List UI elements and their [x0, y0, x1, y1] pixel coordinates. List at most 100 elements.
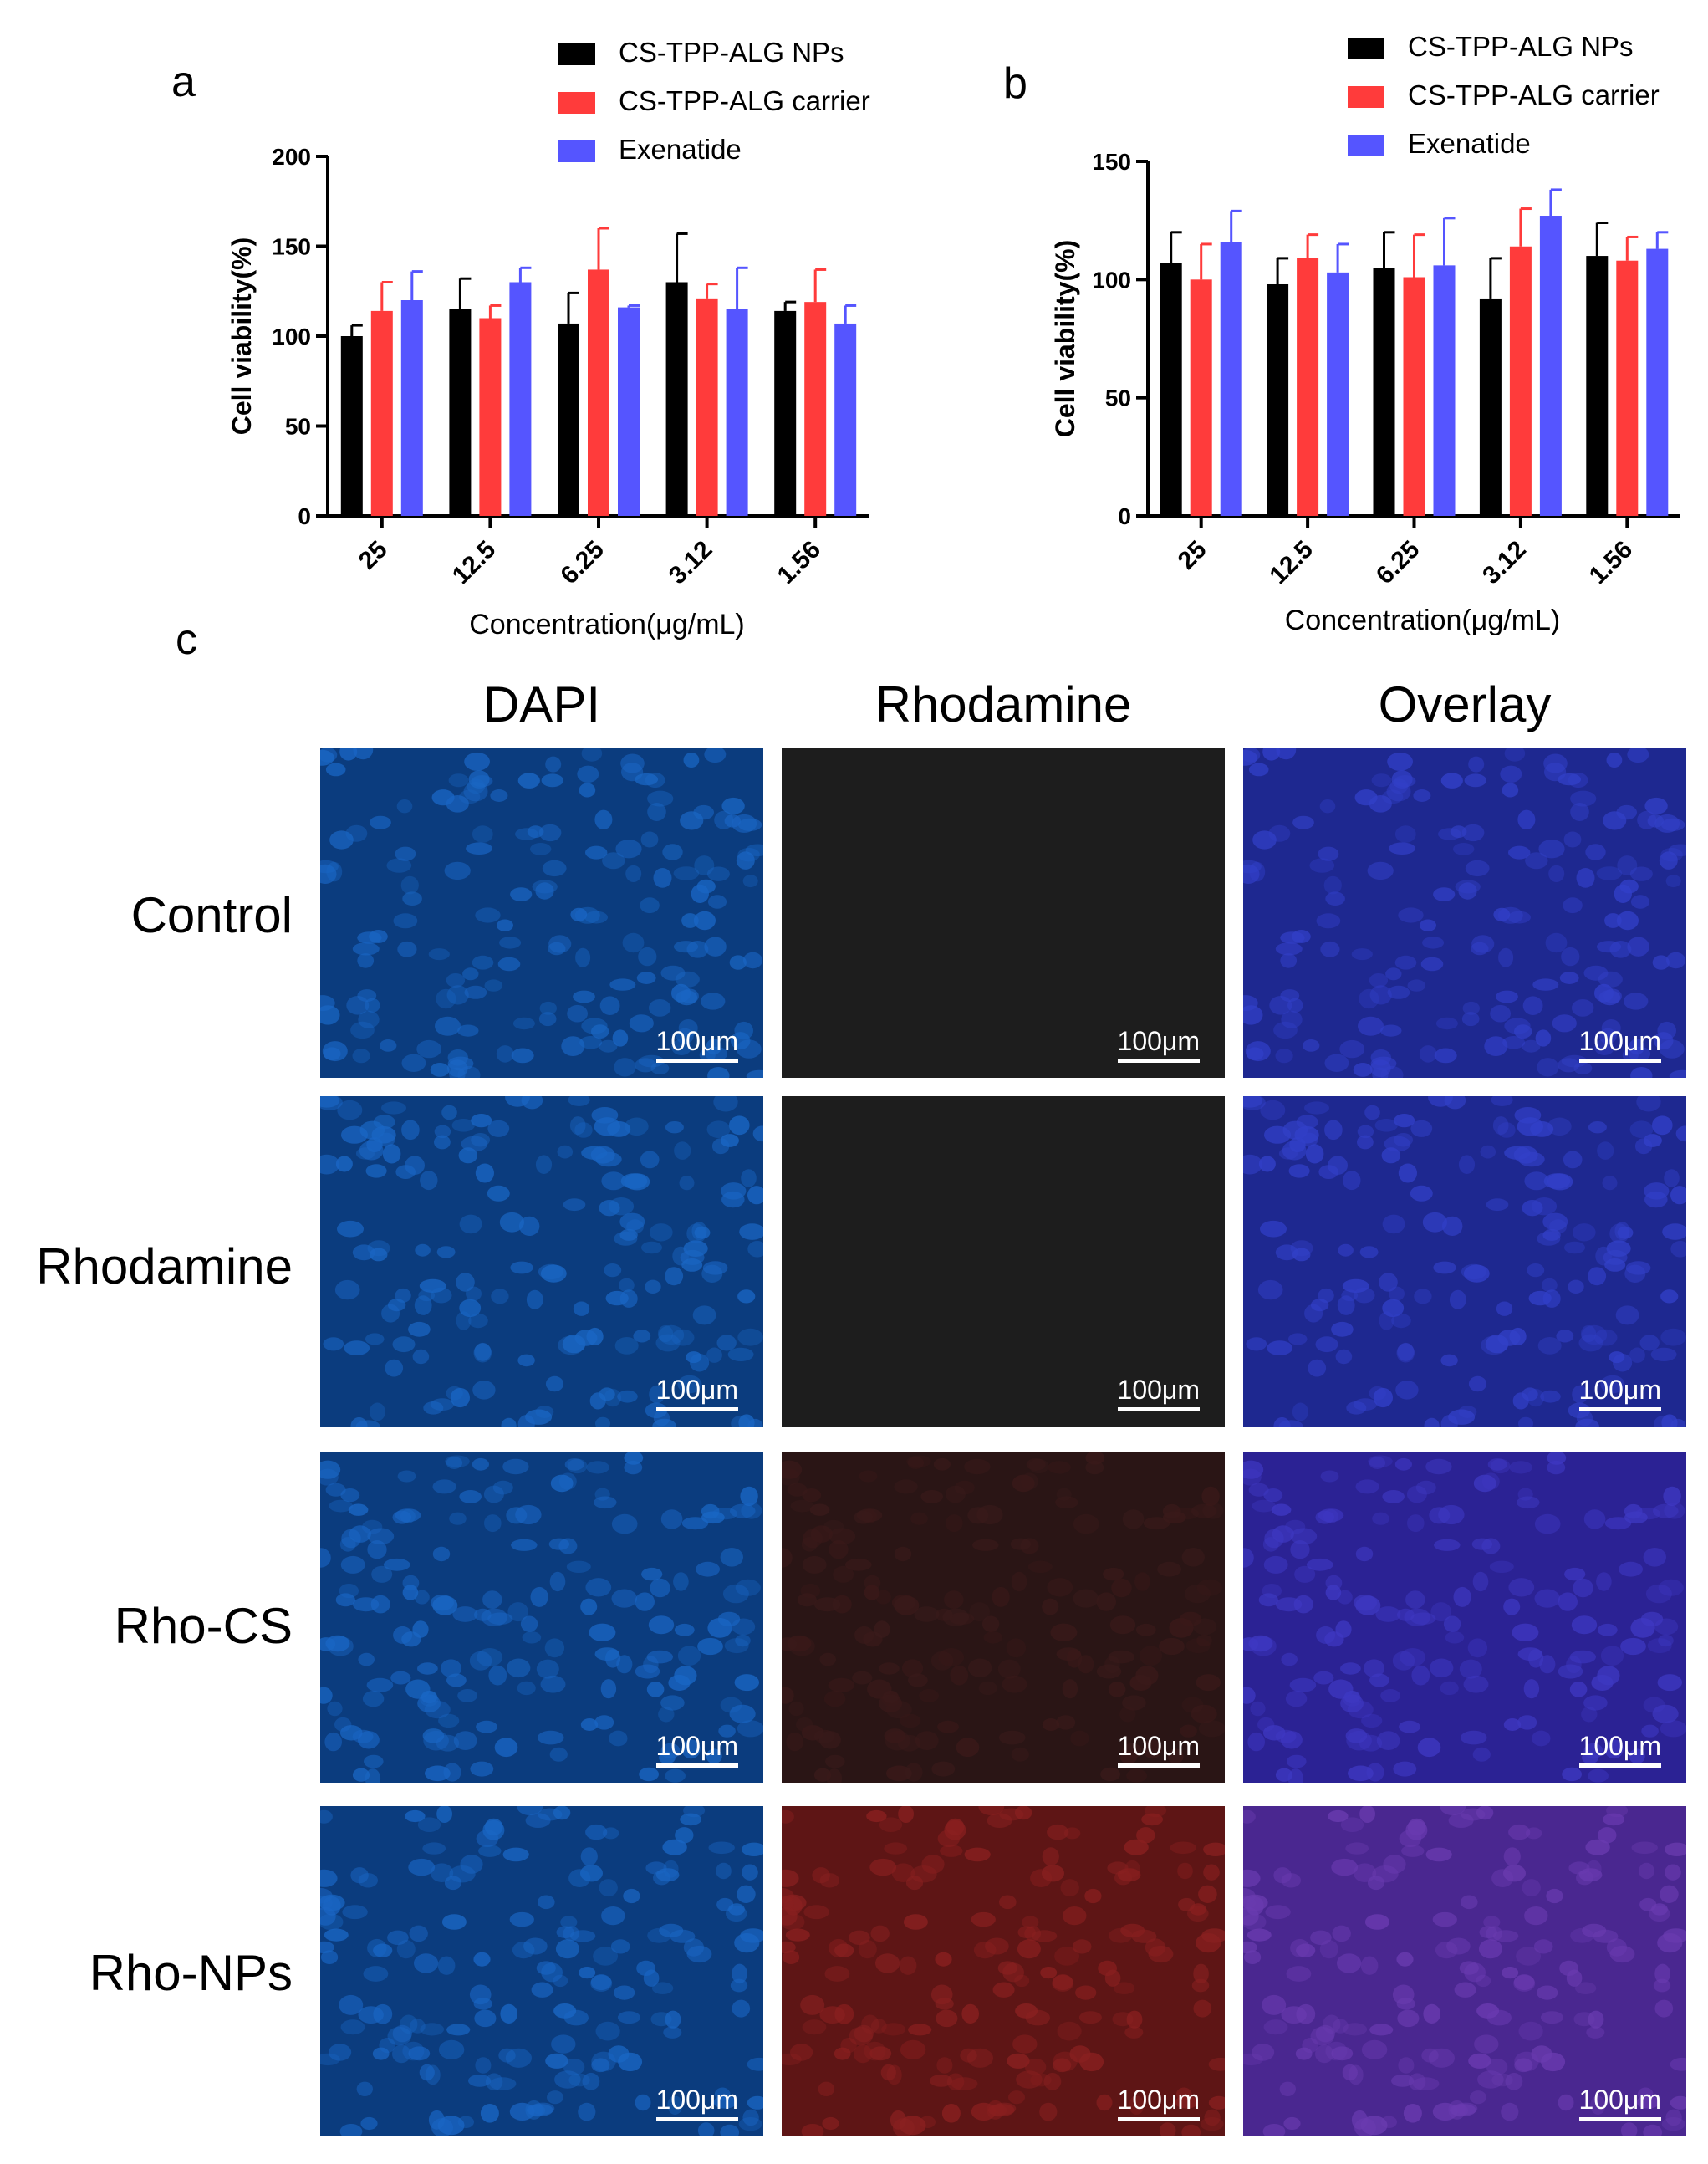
x-axis-title: Concentration(μg/mL)	[1285, 605, 1561, 636]
y-tick-label: 50	[1105, 385, 1131, 411]
bar	[1267, 283, 1289, 516]
row-title-rho-cs: Rho-CS	[114, 1598, 293, 1654]
scale-bar: 100μm	[655, 2085, 738, 2121]
legend-label: CS-TPP-ALG carrier	[1408, 79, 1660, 110]
y-tick-label: 150	[1092, 149, 1131, 175]
y-tick-label: 150	[272, 234, 311, 260]
y-axis-title: Cell viability(%)	[227, 237, 257, 436]
scale-bar-line	[1578, 1763, 1661, 1768]
x-tick-label: 1.56	[1584, 536, 1639, 590]
bar	[509, 282, 532, 516]
row-title-rho-nps: Rho-NPs	[89, 1945, 293, 2001]
scale-bar-label: 100μm	[1117, 1375, 1200, 1405]
bar	[370, 310, 393, 516]
scale-bar: 100μm	[1578, 1026, 1661, 1063]
scale-bar-label: 100μm	[1117, 2085, 1200, 2115]
micrograph-image	[782, 1452, 1225, 1783]
scale-bar-label: 100μm	[655, 1375, 738, 1405]
bar	[588, 269, 609, 516]
legend-label: Exenatide	[1408, 128, 1531, 159]
bar	[696, 298, 718, 516]
micrograph-image	[1243, 1452, 1686, 1783]
bar	[1586, 256, 1609, 516]
x-tick-label: 6.25	[1371, 536, 1425, 590]
micrograph-image	[320, 1806, 763, 2136]
bar	[1327, 272, 1349, 516]
bar	[1160, 263, 1182, 516]
bar	[1479, 298, 1502, 516]
y-tick-label: 200	[272, 144, 311, 170]
bar	[1403, 277, 1425, 516]
scale-bar-line	[1578, 1407, 1661, 1411]
scale-bar-line	[1578, 1059, 1661, 1063]
bar	[1190, 279, 1212, 516]
scale-bar-label: 100μm	[655, 2085, 738, 2115]
scale-bar: 100μm	[1117, 1375, 1200, 1411]
scale-bar-label: 100μm	[1578, 1026, 1661, 1056]
bar	[618, 307, 640, 516]
legend-label: CS-TPP-ALG NPs	[1408, 31, 1634, 62]
micrograph-tile: 100μm	[1243, 1096, 1686, 1427]
bar	[1616, 260, 1639, 516]
bar	[726, 309, 748, 516]
scale-bar-label: 100μm	[1578, 2085, 1661, 2115]
scale-bar: 100μm	[1578, 1731, 1661, 1768]
y-axis-title: Cell viability(%)	[1050, 240, 1080, 438]
scale-bar: 100μm	[1578, 2085, 1661, 2121]
scale-bar: 100μm	[1117, 1731, 1200, 1768]
scale-bar-line	[655, 1407, 738, 1411]
column-title-overlay: Overlay	[1378, 676, 1552, 732]
micrograph-image	[320, 1452, 763, 1783]
scale-bar-label: 100μm	[655, 1026, 738, 1056]
bar	[774, 310, 797, 516]
y-tick-label: 100	[272, 324, 311, 350]
scale-bar-line	[1117, 1407, 1200, 1411]
x-tick-label: 12.5	[1264, 536, 1318, 590]
y-tick-label: 50	[285, 414, 311, 440]
scale-bar-line	[1117, 1763, 1200, 1768]
x-tick-label: 25	[1173, 536, 1212, 575]
micrograph-tile: 100μm	[782, 748, 1225, 1078]
bar	[1220, 242, 1242, 516]
micrograph-tile: 100μm	[320, 1452, 763, 1783]
legend-swatch	[558, 140, 595, 162]
micrograph-image	[1243, 1096, 1686, 1427]
micrograph-image	[320, 748, 763, 1078]
micrograph-tile: 100μm	[782, 1096, 1225, 1427]
micrograph-tile: 100μm	[1243, 748, 1686, 1078]
scale-bar-label: 100μm	[655, 1731, 738, 1761]
y-tick-label: 100	[1092, 267, 1131, 293]
scale-bar: 100μm	[655, 1375, 738, 1411]
micrograph-tile: 100μm	[320, 1806, 763, 2136]
bar	[804, 302, 827, 516]
bar	[340, 336, 363, 516]
bar	[400, 300, 423, 516]
micrograph-tile: 100μm	[782, 1806, 1225, 2136]
legend-swatch	[558, 92, 595, 114]
column-title-rhodamine: Rhodamine	[874, 676, 1132, 732]
micrograph-image	[782, 1806, 1225, 2136]
scale-bar-line	[1117, 1059, 1200, 1063]
scale-bar-label: 100μm	[1117, 1026, 1200, 1056]
bar	[1297, 258, 1319, 516]
micrograph-image	[1243, 1806, 1686, 2136]
scale-bar-line	[655, 1059, 738, 1063]
scale-bar-line	[655, 1763, 738, 1768]
scale-bar: 100μm	[1117, 1026, 1200, 1063]
scale-bar: 100μm	[655, 1026, 738, 1063]
micrograph-tile: 100μm	[320, 1096, 763, 1427]
bar	[1539, 216, 1562, 516]
bar	[1509, 246, 1532, 516]
x-tick-label: 3.12	[1477, 536, 1532, 590]
scale-bar-label: 100μm	[1578, 1731, 1661, 1761]
bar	[558, 323, 579, 516]
micrograph-image	[1243, 748, 1686, 1078]
y-tick-label: 0	[1118, 503, 1131, 529]
legend-label: Exenatide	[619, 134, 742, 165]
chart-b: 0 50 100 150 25 12.5 6.25 3.12 1.56 Concentration…	[1050, 31, 1680, 636]
panel-label-b: b	[1003, 59, 1027, 108]
micrograph-tile: 100μm	[1243, 1452, 1686, 1783]
scale-bar-line	[655, 2117, 738, 2121]
bar	[834, 323, 857, 516]
